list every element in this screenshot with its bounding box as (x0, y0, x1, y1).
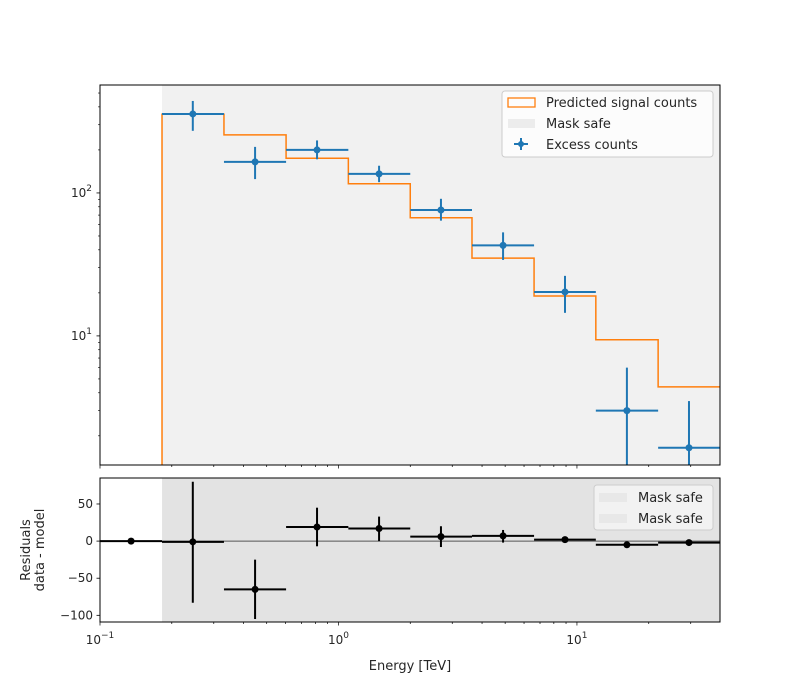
residual-marker (313, 523, 321, 531)
residual-marker (375, 524, 383, 532)
x-tick-base: 10 (328, 633, 343, 647)
excess-marker (437, 206, 445, 214)
y-axis-label-line: data - model (33, 509, 48, 592)
legend-label: Mask safe (546, 117, 611, 132)
legend-frame (501, 90, 714, 158)
residual-marker (437, 533, 445, 541)
bottom-legend: Mask safe Mask safe (593, 484, 714, 531)
excess-marker (561, 288, 569, 296)
excess-marker (251, 158, 259, 166)
residual-y-tick-label: −50 (68, 571, 93, 585)
excess-marker (623, 407, 631, 415)
y-tick-base: 10 (71, 186, 86, 200)
excess-counts-point (162, 100, 224, 131)
y-tick-exponent: 2 (86, 184, 92, 194)
excess-counts-point (286, 140, 349, 160)
residual-point (223, 559, 287, 620)
x-tick-exponent: −1 (101, 631, 114, 641)
legend-mask-safe-swatch (508, 119, 535, 128)
residual-marker (189, 538, 197, 546)
residual-marker (685, 539, 693, 547)
x-tick-base: 10 (566, 633, 581, 647)
residual-point (471, 529, 535, 543)
residual-point (534, 536, 596, 544)
excess-counts-point (595, 367, 659, 465)
top-legend: Predicted signal counts Mask safe Excess c… (501, 90, 714, 158)
legend-predicted-swatch (507, 97, 536, 108)
residual-point (348, 516, 411, 542)
residual-point (162, 481, 224, 603)
predicted-signal-step-line (161, 113, 720, 465)
y-tick-exponent: 1 (86, 327, 92, 337)
excess-counts-point (534, 275, 596, 313)
legend-excess-marker (518, 141, 524, 147)
residual-point (410, 526, 472, 548)
excess-marker (313, 146, 321, 154)
legend-mask-safe-swatch (599, 514, 627, 523)
x-axis-label: Energy [TeV] (369, 659, 451, 674)
excess-marker (499, 241, 507, 249)
x-tick-label: 10−1 (86, 631, 115, 647)
y-axis-label: Residualsdata - model (19, 509, 48, 592)
excess-marker (189, 110, 197, 118)
y-tick-label: 102 (71, 184, 92, 200)
residual-point (595, 541, 659, 549)
y-tick-label: 101 (71, 327, 92, 343)
excess-counts-point (471, 232, 535, 260)
excess-counts-point (223, 146, 287, 180)
residual-y-tick-label: 50 (78, 497, 93, 511)
excess-marker (685, 444, 693, 452)
y-tick-base: 10 (71, 329, 86, 343)
legend-label: Predicted signal counts (546, 96, 697, 111)
x-tick-base: 10 (86, 633, 101, 647)
excess-counts-point (658, 401, 720, 465)
residual-point (286, 507, 349, 547)
residual-y-tick-label: 0 (85, 534, 93, 548)
excess-counts-point (348, 165, 411, 183)
residual-point (100, 537, 163, 545)
x-tick-label: 100 (328, 631, 349, 647)
x-tick-exponent: 1 (582, 631, 588, 641)
residual-point (658, 539, 720, 547)
residual-marker (127, 537, 135, 545)
excess-counts-point (410, 198, 472, 221)
y-axis-label-line: Residuals (19, 519, 34, 581)
x-tick-label: 101 (566, 631, 587, 647)
legend-label: Excess counts (546, 138, 638, 153)
residual-marker (623, 541, 631, 549)
residual-marker (561, 536, 569, 544)
legend-mask-safe-swatch (599, 493, 627, 502)
legend-label: Mask safe (638, 491, 703, 506)
residual-y-tick-label: −100 (60, 608, 93, 622)
residual-marker (251, 585, 259, 593)
x-tick-exponent: 0 (343, 631, 349, 641)
excess-marker (375, 170, 383, 178)
legend-label: Mask safe (638, 512, 703, 527)
residual-marker (499, 532, 507, 540)
